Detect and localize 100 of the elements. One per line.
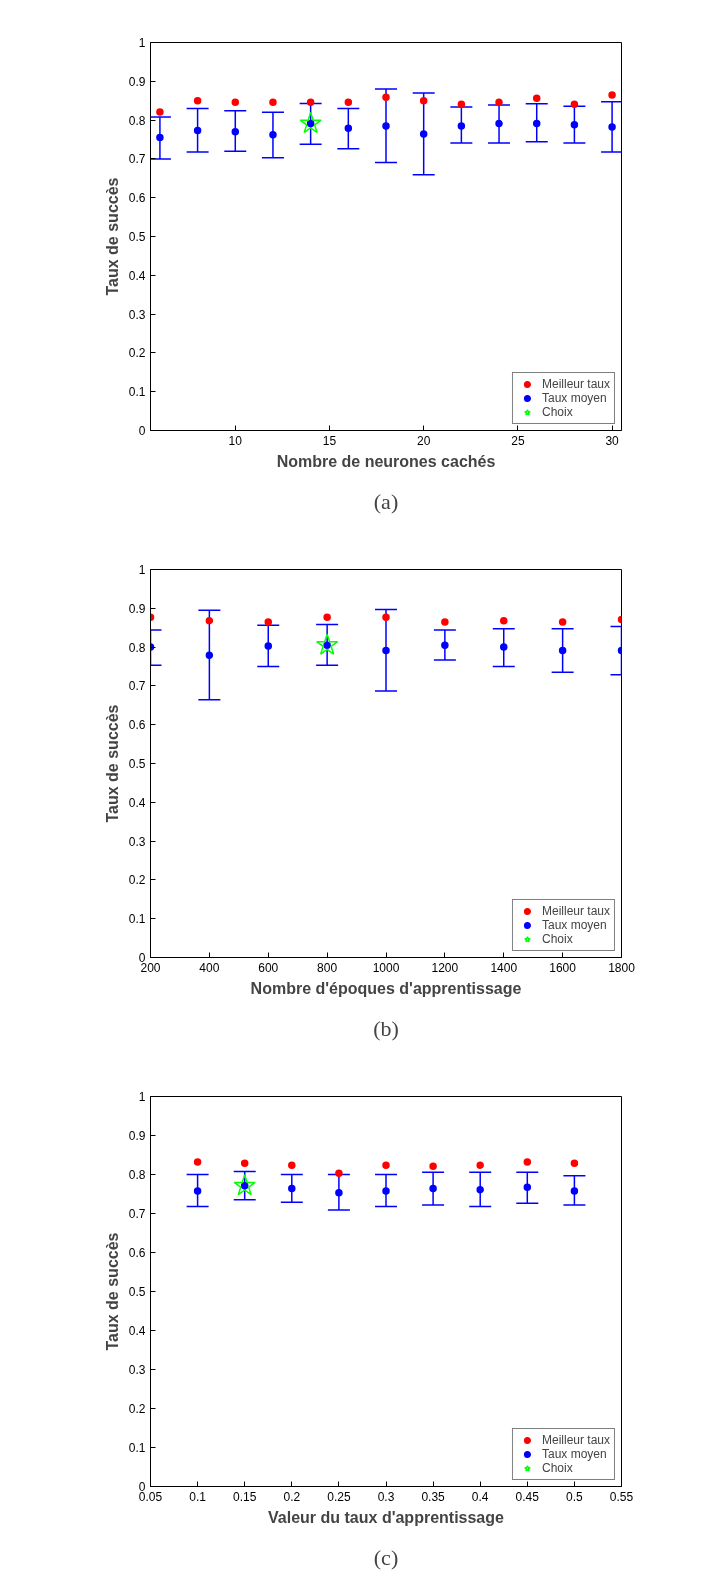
x-tick-label: 0.3 [377, 1489, 395, 1504]
point [264, 618, 272, 626]
point [335, 1169, 343, 1178]
point [476, 1185, 484, 1194]
point [233, 1174, 256, 1196]
y-tick-label: 0.7 [128, 679, 146, 694]
legend-label: Meilleur taux [541, 1433, 610, 1447]
point [269, 131, 277, 139]
y-tick-label: 0.5 [128, 230, 146, 244]
y-tick-label: 0.6 [128, 191, 146, 206]
point [570, 1159, 579, 1167]
point [382, 1187, 390, 1195]
y-axis-title: Taux de succès [103, 1232, 121, 1351]
point [441, 618, 449, 626]
x-tick-label: 30 [605, 433, 620, 448]
y-tick-label: 0.1 [128, 385, 146, 400]
point [269, 98, 277, 106]
point [608, 91, 616, 99]
x-tick-label: 1400 [490, 960, 518, 975]
point [495, 119, 503, 128]
x-tick-label: 0.25 [327, 1489, 351, 1504]
point [231, 128, 240, 136]
point [532, 94, 541, 103]
y-tick-label: 0.4 [128, 795, 146, 810]
y-tick-label: 1 [138, 36, 146, 50]
text: (a) [373, 488, 399, 514]
y-tick-label: 0.1 [128, 1441, 146, 1455]
x-axis-title: Nombre d'époques d'apprentissage [250, 979, 522, 997]
legend-label: Taux moyen [541, 918, 607, 932]
point [193, 126, 202, 135]
x-tick-label: 1200 [431, 960, 459, 975]
y-tick-label: 0.2 [128, 1402, 146, 1416]
point [299, 111, 322, 134]
x-tick-label: 0.4 [471, 1489, 489, 1504]
x-tick-label: 25 [511, 433, 525, 448]
y-tick-label: 1 [138, 563, 146, 577]
point [193, 96, 202, 105]
point [205, 651, 214, 659]
y-tick-label: 0.8 [128, 640, 146, 655]
legend-label: Taux moyen [541, 1447, 607, 1461]
y-axis-title: Taux de succès [103, 177, 121, 296]
y-tick-label: 0.7 [128, 1207, 146, 1221]
x-tick-label: 0.15 [233, 1489, 257, 1504]
point [205, 616, 214, 625]
point [231, 98, 240, 106]
point [344, 124, 353, 132]
point [500, 643, 508, 651]
x-tick-label: 0.35 [421, 1489, 446, 1504]
x-tick-label: 0.1 [189, 1489, 207, 1504]
point [441, 641, 449, 649]
x-tick-label: 0.5 [566, 1489, 584, 1504]
y-tick-label: 0.9 [128, 601, 146, 616]
y-tick-label: 0.3 [128, 1363, 146, 1377]
point [193, 1187, 202, 1195]
point [608, 123, 616, 131]
x-axis-title: Valeur du taux d'apprentissage [268, 1508, 505, 1526]
point [500, 616, 508, 625]
y-tick-label: 1 [138, 1090, 146, 1104]
point [570, 121, 579, 129]
x-tick-label: 1800 [608, 960, 636, 975]
point [264, 642, 272, 650]
y-tick-label: 0.4 [128, 1324, 146, 1338]
point [429, 1162, 437, 1171]
point [193, 1158, 202, 1166]
y-axis-title: Taux de succès [103, 704, 121, 823]
point [419, 96, 428, 105]
point [523, 1158, 532, 1166]
y-tick-label: 0.9 [128, 1129, 146, 1143]
legend-label: Meilleur taux [541, 904, 610, 918]
y-tick-label: 0.7 [128, 152, 146, 167]
legend-label: Meilleur taux [541, 377, 610, 391]
x-tick-label: 0.55 [609, 1489, 634, 1504]
x-tick-label: 20 [417, 433, 431, 448]
x-tick-label: 1600 [549, 960, 577, 975]
x-tick-label: 800 [317, 960, 338, 975]
y-tick-label: 0.8 [128, 1168, 146, 1182]
y-tick-label: 0.3 [128, 307, 146, 322]
y-tick-label: 0.4 [128, 268, 146, 283]
y-tick-label: 0.2 [128, 873, 146, 888]
point [382, 1161, 390, 1169]
y-tick-label: 0.2 [128, 346, 146, 361]
y-tick-label: 0 [138, 1480, 146, 1494]
y-tick-label: 0.9 [128, 74, 146, 89]
x-tick-label: 0.2 [283, 1489, 301, 1504]
point [523, 1183, 532, 1192]
legend-label: Choix [541, 405, 573, 419]
x-tick-label: 10 [228, 433, 243, 448]
legend-label: Taux moyen [541, 391, 607, 405]
y-tick-label: 0.8 [128, 113, 146, 128]
y-tick-label: 0.5 [128, 1285, 146, 1299]
y-tick-label: 0 [138, 951, 146, 965]
point [429, 1184, 437, 1193]
point [558, 618, 567, 626]
point [457, 100, 466, 108]
text: (b) [373, 1015, 399, 1041]
point [476, 1161, 484, 1169]
point [382, 646, 390, 655]
x-axis-title: Nombre de neurones cachés [276, 452, 496, 470]
point [382, 613, 390, 621]
point [335, 1189, 343, 1197]
